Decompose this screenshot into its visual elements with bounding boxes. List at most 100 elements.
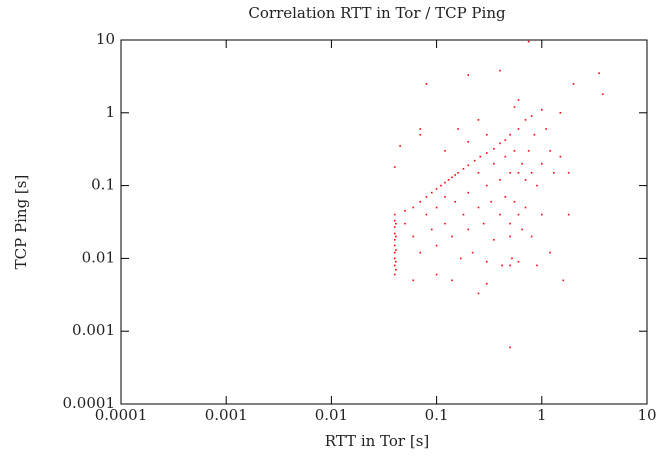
x-axis-label: RTT in Tor [s]: [325, 432, 430, 450]
point: [393, 239, 396, 241]
point: [541, 162, 543, 165]
point: [435, 188, 438, 190]
point: [467, 74, 470, 76]
point: [533, 133, 536, 136]
point: [419, 200, 422, 203]
point: [395, 260, 397, 263]
point: [536, 184, 538, 187]
point: [477, 171, 480, 174]
point: [545, 128, 547, 130]
point: [517, 99, 520, 101]
point: [451, 176, 453, 179]
point: [419, 133, 422, 136]
point: [467, 140, 470, 143]
x-tick-label: 10: [637, 406, 656, 424]
point: [504, 139, 507, 142]
point: [419, 128, 422, 130]
point: [457, 128, 459, 130]
point: [493, 148, 495, 150]
point: [482, 222, 485, 225]
point: [393, 257, 396, 260]
point: [524, 206, 527, 209]
point: [511, 257, 513, 260]
point: [521, 162, 523, 165]
point: [419, 251, 422, 254]
point: [425, 196, 428, 198]
point: [435, 273, 438, 276]
point: [493, 239, 495, 241]
point: [509, 346, 511, 349]
y-tick-label: 0.01: [82, 248, 115, 266]
point: [477, 206, 480, 209]
point: [393, 273, 396, 276]
point: [395, 249, 397, 251]
y-tick-label: 10: [96, 30, 115, 48]
point: [490, 200, 492, 203]
y-tick-label: 1: [105, 103, 115, 121]
point: [493, 162, 495, 165]
point: [499, 142, 501, 145]
x-tick-label: 1: [537, 406, 547, 424]
point: [517, 213, 520, 216]
y-tick-label: 0.1: [91, 176, 115, 194]
point: [454, 200, 456, 203]
point: [572, 83, 575, 85]
point: [395, 268, 397, 271]
point: [504, 196, 507, 198]
point: [412, 235, 415, 238]
point: [513, 150, 516, 152]
point: [513, 106, 516, 108]
point: [447, 179, 450, 181]
point: [444, 181, 446, 184]
point: [517, 260, 520, 263]
point: [549, 251, 551, 254]
point: [562, 279, 565, 282]
point: [435, 206, 438, 209]
point: [524, 119, 527, 121]
point: [549, 150, 551, 152]
point: [567, 213, 570, 216]
point: [444, 150, 446, 152]
point: [559, 112, 562, 114]
point: [524, 179, 527, 181]
y-tick-label: 0.0001: [63, 394, 116, 412]
x-tick-label: 0.001: [205, 406, 248, 424]
point: [509, 264, 511, 267]
point: [541, 108, 543, 111]
point: [509, 222, 511, 225]
point: [404, 222, 406, 225]
point: [536, 264, 538, 267]
point: [499, 179, 501, 181]
point: [559, 155, 562, 158]
point: [473, 159, 476, 162]
point: [393, 219, 396, 222]
point: [499, 213, 501, 216]
point: [440, 184, 442, 187]
point: [393, 244, 396, 247]
point: [567, 171, 570, 174]
point: [467, 228, 470, 231]
point: [451, 235, 453, 238]
x-tick-label: 0.1: [425, 406, 449, 424]
point: [412, 206, 415, 209]
point: [393, 232, 396, 235]
point: [541, 213, 543, 216]
point: [509, 235, 511, 238]
point: [393, 226, 396, 228]
y-tick-label: 0.001: [72, 321, 115, 339]
point: [393, 213, 396, 216]
point: [479, 155, 482, 158]
y-axis-label: TCP Ping [s]: [12, 175, 30, 270]
point: [457, 171, 459, 174]
point: [485, 152, 488, 154]
x-tick-label: 0.0001: [95, 406, 148, 424]
point: [471, 251, 474, 254]
point: [395, 222, 397, 225]
point: [530, 115, 533, 117]
point: [395, 235, 397, 238]
point: [530, 235, 533, 238]
point: [444, 196, 446, 198]
x-tick-label: 0.01: [315, 406, 348, 424]
point: [513, 200, 516, 203]
